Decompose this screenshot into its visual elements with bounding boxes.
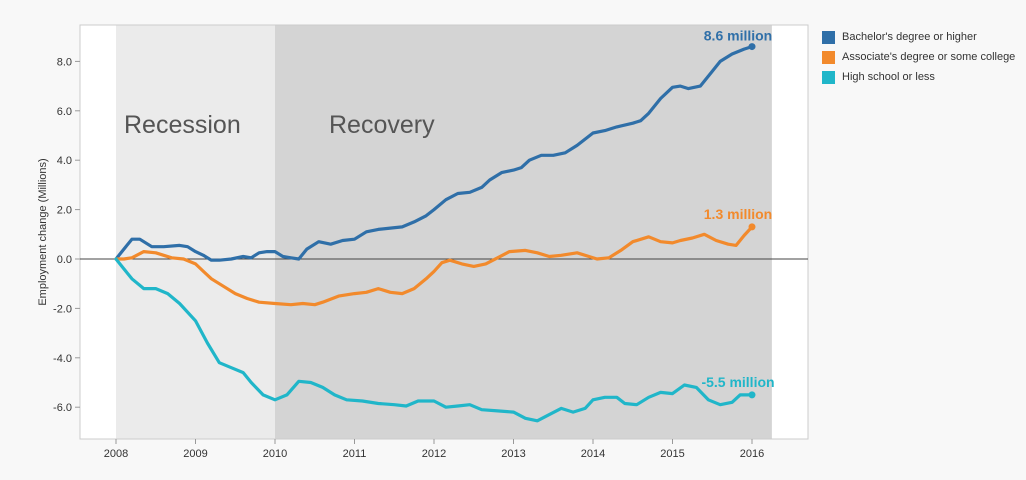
- x-axis-ticks: 2008 2009 2010 2011 2012 2013 2014 2015 2016: [104, 439, 764, 460]
- y-axis-ticks: 8.0 6.0 4.0 2.0 0.0 -2.0 -4.0 -6.0: [53, 56, 80, 414]
- y-tick-label: -6.0: [53, 402, 72, 414]
- y-tick-label: 8.0: [57, 56, 72, 68]
- y-tick-label: -2.0: [53, 303, 72, 315]
- legend-swatch: [822, 50, 835, 64]
- x-tick-label: 2015: [660, 448, 684, 460]
- x-tick-label: 2012: [422, 448, 446, 460]
- series-end-point-high-school-or-less: [748, 391, 756, 399]
- legend-item-bachelor-s-degree-or-higher: Bachelor's degree or higher: [822, 27, 1015, 47]
- x-tick-label: 2016: [740, 448, 764, 460]
- x-tick-label: 2011: [343, 448, 367, 460]
- period-bands: [116, 25, 772, 439]
- series-line-associate-s-degree-or-some-college: [114, 225, 754, 307]
- series-end-point-associate-s-degree-or-some-college: [748, 223, 756, 231]
- legend: Bachelor's degree or higher Associate's d…: [822, 27, 1015, 87]
- y-tick-label: 6.0: [57, 106, 72, 118]
- series-line-high-school-or-less: [114, 257, 754, 423]
- legend-label: Associate's degree or some college: [842, 51, 1016, 63]
- series-lines: [114, 43, 756, 423]
- legend-label: High school or less: [842, 71, 935, 83]
- series-end-label-associate-s-degree-or-some-college: 1.3 million: [704, 206, 772, 222]
- series-end-label-bachelor-s-degree-or-higher: 8.6 million: [704, 28, 772, 44]
- legend-swatch: [822, 30, 835, 44]
- legend-item-high-school-or-less: High school or less: [822, 67, 1015, 87]
- y-tick-label: 4.0: [57, 155, 72, 167]
- period-labels: Recession Recovery: [124, 111, 435, 139]
- series-end-label-high-school-or-less: -5.5 million: [701, 374, 774, 390]
- end-labels: 8.6 million 1.3 million -5.5 million: [701, 28, 774, 390]
- y-axis-title: Employment change (Millions): [37, 158, 49, 305]
- series-line-bachelor-s-degree-or-higher: [114, 45, 754, 262]
- period-band-recession: [116, 25, 275, 439]
- x-tick-label: 2009: [183, 448, 207, 460]
- y-tick-label: 2.0: [57, 205, 72, 217]
- x-tick-label: 2008: [104, 448, 128, 460]
- series-end-point-bachelor-s-degree-or-higher: [748, 43, 756, 51]
- x-tick-label: 2014: [581, 448, 605, 460]
- legend-item-associate-s-degree-or-some-college: Associate's degree or some college: [822, 47, 1015, 67]
- y-tick-label: 0.0: [57, 254, 72, 266]
- period-band-recovery: [275, 25, 772, 439]
- legend-label: Bachelor's degree or higher: [842, 31, 977, 43]
- x-tick-label: 2013: [501, 448, 525, 460]
- y-tick-label: -4.0: [53, 353, 72, 365]
- period-label-recession: Recession: [124, 111, 241, 139]
- legend-swatch: [822, 70, 835, 84]
- x-tick-label: 2010: [263, 448, 287, 460]
- period-label-recovery: Recovery: [329, 111, 435, 139]
